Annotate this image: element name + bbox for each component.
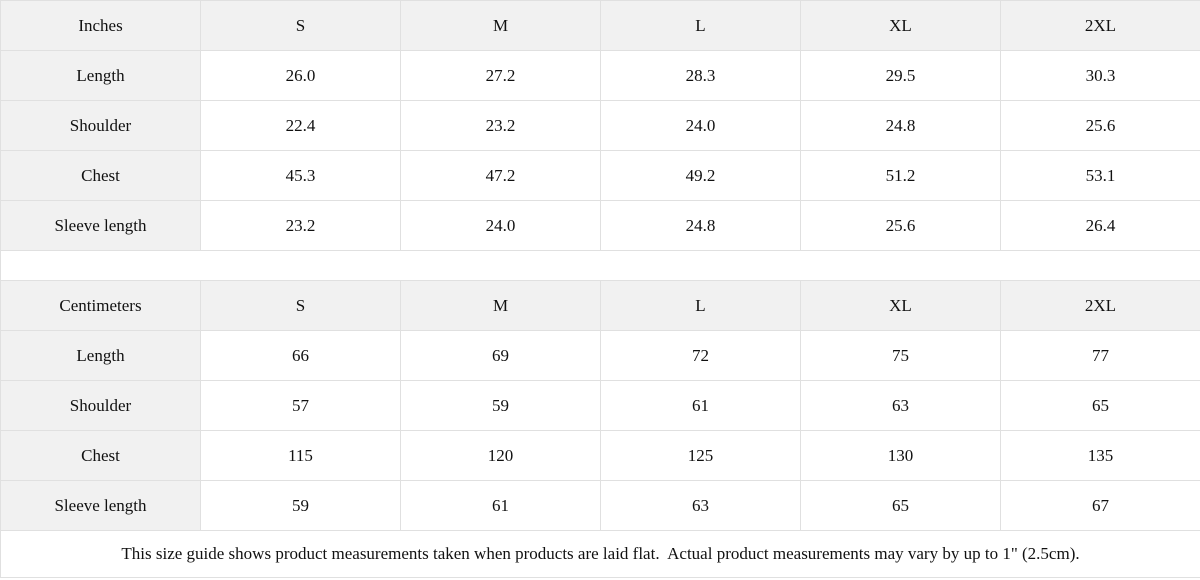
size-header-cell: S <box>200 280 401 331</box>
inches-header-row: Inches S M L XL 2XL <box>0 0 1200 51</box>
unit-header-cell: Centimeters <box>0 280 201 331</box>
footer-row: This size guide shows product measuremen… <box>0 530 1200 578</box>
value-cell: 53.1 <box>1000 150 1200 201</box>
value-cell: 24.0 <box>400 200 601 251</box>
value-cell: 77 <box>1000 330 1200 381</box>
value-cell: 29.5 <box>800 50 1001 101</box>
row-label-cell: Chest <box>0 150 201 201</box>
value-cell: 22.4 <box>200 100 401 151</box>
centimeters-header-row: Centimeters S M L XL 2XL <box>0 280 1200 331</box>
value-cell: 63 <box>800 380 1001 431</box>
row-label-cell: Sleeve length <box>0 480 201 531</box>
value-cell: 49.2 <box>600 150 801 201</box>
row-label-cell: Shoulder <box>0 380 201 431</box>
table-row: Length 66 69 72 75 77 <box>0 330 1200 381</box>
value-cell: 51.2 <box>800 150 1001 201</box>
separator-cell <box>0 250 1200 281</box>
value-cell: 24.8 <box>600 200 801 251</box>
size-header-cell: L <box>600 0 801 51</box>
value-cell: 30.3 <box>1000 50 1200 101</box>
value-cell: 28.3 <box>600 50 801 101</box>
value-cell: 47.2 <box>400 150 601 201</box>
value-cell: 67 <box>1000 480 1200 531</box>
table-row: Chest 45.3 47.2 49.2 51.2 53.1 <box>0 150 1200 201</box>
value-cell: 57 <box>200 380 401 431</box>
table-row: Sleeve length 59 61 63 65 67 <box>0 480 1200 531</box>
row-label-cell: Length <box>0 50 201 101</box>
value-cell: 61 <box>400 480 601 531</box>
row-label-cell: Shoulder <box>0 100 201 151</box>
value-cell: 59 <box>400 380 601 431</box>
value-cell: 24.0 <box>600 100 801 151</box>
centimeters-section: Centimeters S M L XL 2XL Length 66 69 72… <box>0 280 1200 531</box>
value-cell: 59 <box>200 480 401 531</box>
value-cell: 65 <box>800 480 1001 531</box>
value-cell: 23.2 <box>200 200 401 251</box>
value-cell: 23.2 <box>400 100 601 151</box>
table-row: Shoulder 22.4 23.2 24.0 24.8 25.6 <box>0 100 1200 151</box>
size-header-cell: 2XL <box>1000 0 1200 51</box>
table-row: Length 26.0 27.2 28.3 29.5 30.3 <box>0 50 1200 101</box>
value-cell: 125 <box>600 430 801 481</box>
size-header-cell: XL <box>800 280 1001 331</box>
row-label-cell: Sleeve length <box>0 200 201 251</box>
size-header-cell: L <box>600 280 801 331</box>
value-cell: 24.8 <box>800 100 1001 151</box>
value-cell: 63 <box>600 480 801 531</box>
value-cell: 65 <box>1000 380 1200 431</box>
row-label-cell: Length <box>0 330 201 381</box>
size-header-cell: M <box>400 0 601 51</box>
value-cell: 25.6 <box>800 200 1001 251</box>
table-row: Shoulder 57 59 61 63 65 <box>0 380 1200 431</box>
size-header-cell: XL <box>800 0 1001 51</box>
table-row: Sleeve length 23.2 24.0 24.8 25.6 26.4 <box>0 200 1200 251</box>
value-cell: 72 <box>600 330 801 381</box>
table-row: Chest 115 120 125 130 135 <box>0 430 1200 481</box>
value-cell: 27.2 <box>400 50 601 101</box>
value-cell: 120 <box>400 430 601 481</box>
value-cell: 115 <box>200 430 401 481</box>
value-cell: 26.0 <box>200 50 401 101</box>
value-cell: 25.6 <box>1000 100 1200 151</box>
size-header-cell: M <box>400 280 601 331</box>
row-label-cell: Chest <box>0 430 201 481</box>
size-header-cell: S <box>200 0 401 51</box>
value-cell: 26.4 <box>1000 200 1200 251</box>
value-cell: 69 <box>400 330 601 381</box>
value-cell: 66 <box>200 330 401 381</box>
value-cell: 135 <box>1000 430 1200 481</box>
value-cell: 61 <box>600 380 801 431</box>
value-cell: 130 <box>800 430 1001 481</box>
unit-header-cell: Inches <box>0 0 201 51</box>
inches-section: Inches S M L XL 2XL Length 26.0 27.2 28.… <box>0 0 1200 251</box>
separator-row <box>0 250 1200 281</box>
size-header-cell: 2XL <box>1000 280 1200 331</box>
value-cell: 75 <box>800 330 1001 381</box>
value-cell: 45.3 <box>200 150 401 201</box>
footer-note: This size guide shows product measuremen… <box>0 530 1200 578</box>
